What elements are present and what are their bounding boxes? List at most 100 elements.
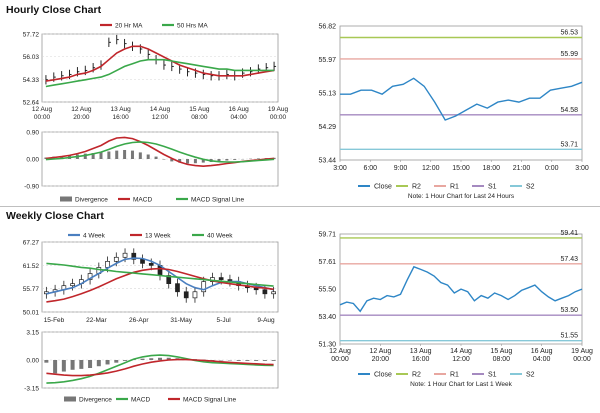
x-tick-label: 19 Aug (268, 106, 289, 113)
x-tick-label: 08:00 (493, 356, 511, 363)
legend-label: R1 (450, 184, 459, 191)
legend-label: S1 (488, 372, 497, 379)
hourly-macd-chart: 0.90 0.00 -0.90 Divergence MACD MACD Signal L… (24, 130, 279, 204)
y-tick-label: 3.15 (26, 330, 39, 337)
x-tick-label: 00:00 (34, 114, 51, 121)
divergence-bar (236, 360, 241, 361)
divergence-bar (149, 358, 154, 360)
x-tick-label: 13 Aug (410, 348, 432, 355)
legend-label: MACD (133, 197, 152, 204)
x-tick-label: 12:00 (422, 165, 440, 172)
x-tick-label: 3:00 (333, 165, 347, 172)
candle-body (70, 283, 75, 287)
legend-swatch (60, 196, 72, 202)
divergence-bar (146, 154, 150, 159)
legend-label: R1 (450, 372, 459, 379)
legend-swatch (64, 396, 76, 402)
weekly-section-title: Weekly Close Chart (6, 210, 104, 222)
ma-40-week-line (46, 262, 274, 287)
weekly-price-chart: 67.27 61.52 55.77 50.01 4 Week 13 Week 40 Week… (23, 233, 279, 324)
weekly-close-levels-chart: 59.71 57.61 55.50 53.40 51.30 59.41 57.43 53.50… (318, 230, 593, 388)
divergence-bar (79, 360, 84, 369)
x-tick-label: 9-Aug (257, 317, 275, 324)
candle-body (183, 291, 189, 299)
level-label-s2: 51.55 (560, 333, 578, 340)
y-tick-label: 57.72 (23, 32, 40, 39)
level-label-r2: 56.53 (560, 29, 578, 36)
candle-body (271, 291, 276, 295)
candle-body (201, 281, 207, 293)
candle-body (113, 256, 119, 262)
legend-label: S1 (488, 184, 497, 191)
x-tick-label: 14 Aug (450, 348, 472, 355)
legend-label: 4 Week (83, 233, 106, 240)
x-tick-label: 31-May (170, 317, 192, 324)
x-tick-label: 16:00 (412, 356, 430, 363)
divergence-bar (158, 357, 162, 360)
legend-label: Close (374, 184, 392, 191)
hourly-price-chart: 57.72 56.03 54.33 52.64 20 Hr MA 50 Hrs MA 12 … (23, 23, 289, 122)
candle-body (131, 252, 137, 260)
x-tick-label: 5-Jul (217, 317, 232, 324)
legend-label: Close (374, 372, 392, 379)
divergence-bar (70, 360, 75, 370)
x-tick-label: 12 Aug (329, 348, 351, 355)
x-tick-label: 15:00 (452, 165, 470, 172)
y-tick-label: 67.27 (23, 240, 40, 247)
level-label-s2: 53.71 (560, 141, 578, 148)
y-tick-label: 53.44 (318, 158, 336, 165)
divergence-bar (217, 159, 221, 162)
divergence-bar (225, 159, 229, 161)
x-tick-label: 3:00 (575, 165, 589, 172)
macd-signal-line (46, 358, 274, 377)
candle-body (218, 277, 224, 280)
ma-4-week-line (46, 257, 274, 295)
x-tick-label: 12 Aug (71, 106, 92, 113)
legend-label: S2 (526, 184, 535, 191)
divergence-bar (166, 357, 171, 360)
y-tick-label: 54.33 (23, 77, 40, 84)
candle-body (192, 291, 198, 299)
divergence-bar (130, 150, 134, 159)
candle-body (166, 275, 172, 285)
x-tick-label: 13 Aug (111, 106, 132, 113)
divergence-bar (105, 360, 110, 365)
y-tick-label: 56.82 (318, 24, 336, 31)
divergence-bar (186, 159, 190, 164)
divergence-bar (96, 360, 101, 367)
divergence-bar (123, 150, 127, 159)
legend-label: 13 Week (145, 233, 171, 240)
divergence-bar (44, 360, 49, 363)
chart-note: Note: 1 Hour Chart for Last 1 Week (410, 381, 513, 388)
x-tick-label: 15 Aug (490, 348, 512, 355)
y-tick-label: 0.00 (26, 157, 39, 164)
divergence-bar (154, 156, 158, 159)
y-tick-label: 57.61 (318, 259, 336, 266)
legend-label: MACD (131, 397, 150, 404)
level-label-s1: 54.58 (560, 107, 578, 114)
legend-label: MACD Signal Line (183, 397, 236, 404)
legend-label: MACD Signal Line (191, 197, 244, 204)
x-tick-label: 6:00 (363, 165, 377, 172)
macd-signal-line (45, 141, 275, 163)
candle-body (122, 252, 128, 258)
ma-20-line (45, 45, 275, 82)
x-tick-label: 9:00 (394, 165, 408, 172)
legend-label: S2 (526, 372, 535, 379)
legend-label: R2 (412, 372, 421, 379)
x-tick-label: 15-Feb (44, 317, 65, 324)
y-tick-label: 56.03 (23, 54, 40, 61)
y-tick-label: -0.90 (24, 184, 39, 191)
divergence-bar (201, 159, 205, 163)
divergence-bar (193, 159, 197, 164)
x-tick-label: 00:00 (573, 356, 591, 363)
divergence-bar (271, 360, 276, 361)
x-tick-label: 12:00 (452, 356, 470, 363)
y-tick-label: 55.13 (318, 91, 336, 98)
candle-body (262, 289, 268, 295)
section-divider (0, 206, 600, 207)
legend-label: Divergence (75, 197, 108, 204)
divergence-bar (83, 153, 87, 159)
divergence-bar (256, 158, 260, 159)
legend-label: 20 Hr MA (115, 23, 143, 30)
